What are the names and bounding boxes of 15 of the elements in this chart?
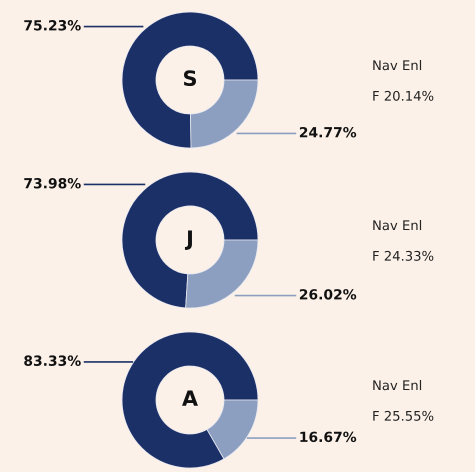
text: F 25.55%: [373, 410, 434, 421]
text: F 20.14%: [373, 90, 434, 101]
text: S: [184, 70, 196, 86]
data-label: 16.67%: [300, 432, 356, 442]
data-label: 75.23%: [24, 20, 81, 31]
data-label: 24.77%: [300, 126, 356, 138]
data-label: 73.98%: [24, 178, 81, 188]
text: Nav Enl: [373, 380, 422, 390]
text: J: [184, 230, 192, 250]
data-label: 26.02%: [300, 289, 356, 300]
text: A: [182, 390, 198, 406]
data-label: 83.33%: [24, 355, 81, 366]
text: Nav Enl: [373, 60, 422, 70]
text: F 24.33%: [373, 250, 434, 261]
text: Nav Enl: [373, 220, 422, 230]
